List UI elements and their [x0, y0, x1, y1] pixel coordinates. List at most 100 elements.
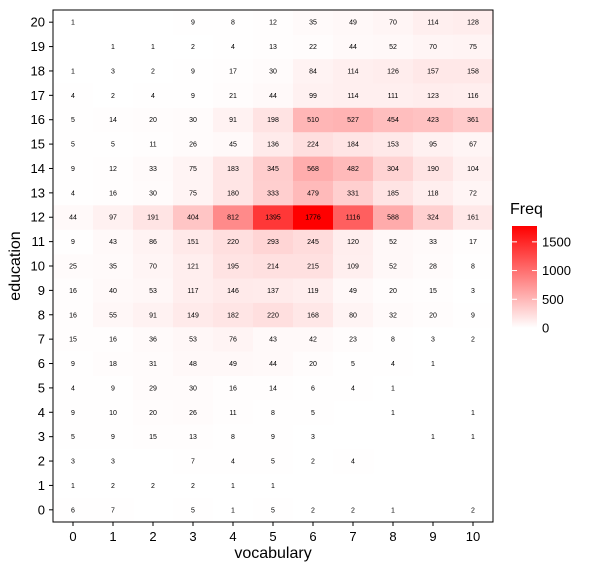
heatmap-cell: [133, 205, 174, 230]
legend-tick-label: 1500: [542, 234, 571, 249]
y-tick-label: 14: [31, 161, 45, 176]
heatmap-cell: [173, 278, 214, 303]
cell-value-label: 16: [69, 288, 77, 295]
cell-value-label: 183: [227, 166, 239, 173]
cell-value-label: 31: [149, 361, 157, 368]
cell-value-label: 32: [389, 312, 397, 319]
heatmap-cell: [253, 278, 294, 303]
cell-value-label: 180: [227, 190, 239, 197]
heatmap-cell: [173, 351, 214, 377]
cell-value-label: 16: [109, 190, 117, 197]
cell-value-label: 8: [231, 20, 235, 27]
heatmap-cell: [373, 58, 414, 84]
heatmap-cell: [213, 253, 254, 279]
heatmap-cell: [333, 229, 374, 255]
heatmap-cell: [173, 156, 214, 181]
heatmap-cell: [53, 497, 94, 523]
heatmap-cell: [373, 107, 414, 133]
cell-value-label: 30: [149, 190, 157, 197]
cell-value-label: 588: [387, 215, 399, 222]
heatmap-cell: [93, 278, 134, 303]
cell-value-label: 76: [229, 337, 237, 344]
heatmap-cell: [413, 131, 454, 157]
heatmap-cell: [213, 34, 254, 60]
y-tick-label: 9: [38, 283, 45, 298]
heatmap-cell: [333, 351, 374, 377]
cell-value-label: 1: [231, 483, 235, 490]
cell-value-label: 10: [109, 410, 117, 417]
cell-value-label: 1: [111, 44, 115, 51]
cell-value-label: 4: [151, 93, 155, 100]
heatmap-cell: [173, 107, 214, 133]
cell-value-label: 331: [347, 190, 359, 197]
heatmap-cell: [173, 131, 214, 157]
heatmap-cell: [413, 278, 454, 303]
cell-value-label: 1: [271, 483, 275, 490]
heatmap-cell: [453, 205, 494, 230]
heatmap-cell: [53, 375, 94, 401]
color-legend: Freq 0 500 1000 1500: [510, 201, 571, 336]
heatmap-cell: [413, 424, 454, 450]
heatmap-cell: [253, 400, 294, 425]
x-tick-label: 8: [389, 529, 396, 544]
heatmap-cell: [413, 205, 454, 230]
cell-value-label: 121: [187, 264, 199, 271]
heatmap-cell: [373, 34, 414, 60]
heatmap-cell: [53, 180, 94, 206]
x-tick-label: 5: [269, 529, 276, 544]
heatmap-cell: [133, 131, 174, 157]
cell-value-label: 1776: [305, 215, 321, 222]
cell-value-label: 182: [227, 312, 239, 319]
heatmap-cell: [213, 205, 254, 230]
cell-value-label: 5: [271, 507, 275, 514]
heatmap-cell: [373, 302, 414, 328]
cell-value-label: 20: [149, 410, 157, 417]
cell-value-label: 9: [71, 166, 75, 173]
cell-value-label: 36: [149, 337, 157, 344]
cell-value-label: 245: [307, 239, 319, 246]
cell-value-label: 97: [109, 215, 117, 222]
cell-value-label: 44: [69, 215, 77, 222]
heatmap-cell: [293, 205, 334, 230]
heatmap-cell: [93, 205, 134, 230]
heatmap-cell: [53, 473, 94, 498]
cell-value-label: 191: [147, 215, 159, 222]
cell-value-label: 11: [149, 142, 156, 149]
heatmap-cell: [253, 351, 294, 377]
cell-value-label: 479: [307, 190, 319, 197]
x-axis-title: vocabulary: [234, 545, 311, 562]
cell-value-label: 16: [109, 337, 117, 344]
heatmap-cell: [93, 326, 134, 352]
heatmap-cell: [53, 10, 94, 35]
heatmap-cell: [373, 131, 414, 157]
heatmap-cell: [293, 278, 334, 303]
heatmap-cell: [93, 107, 134, 133]
heatmap-cell: [133, 375, 174, 401]
cell-value-label: 25: [69, 264, 77, 271]
cell-value-label: 9: [191, 20, 195, 27]
cell-value-label: 53: [189, 337, 197, 344]
cell-value-label: 1: [71, 20, 75, 27]
heatmap-cell: [293, 326, 334, 352]
heatmap-cell: [213, 302, 254, 328]
heatmap-cell: [253, 156, 294, 181]
cell-value-label: 17: [469, 239, 477, 246]
heatmap-cell: [53, 424, 94, 450]
cell-value-label: 9: [111, 434, 115, 441]
heatmap-cell: [93, 180, 134, 206]
heatmap-cell: [413, 351, 454, 377]
cell-value-label: 3: [311, 434, 315, 441]
cell-value-label: 18: [109, 361, 117, 368]
heatmap-cell: [333, 156, 374, 181]
cell-value-label: 4: [71, 190, 75, 197]
heatmap-cell: [293, 10, 334, 35]
heatmap-cell: [173, 473, 214, 498]
cell-value-label: 1: [151, 44, 155, 51]
cell-value-label: 1: [71, 483, 75, 490]
heatmap-cell: [93, 83, 134, 108]
cell-value-label: 2: [111, 93, 115, 100]
heatmap-cell: [93, 302, 134, 328]
heatmap-cell: [53, 131, 94, 157]
cell-value-label: 52: [389, 239, 397, 246]
